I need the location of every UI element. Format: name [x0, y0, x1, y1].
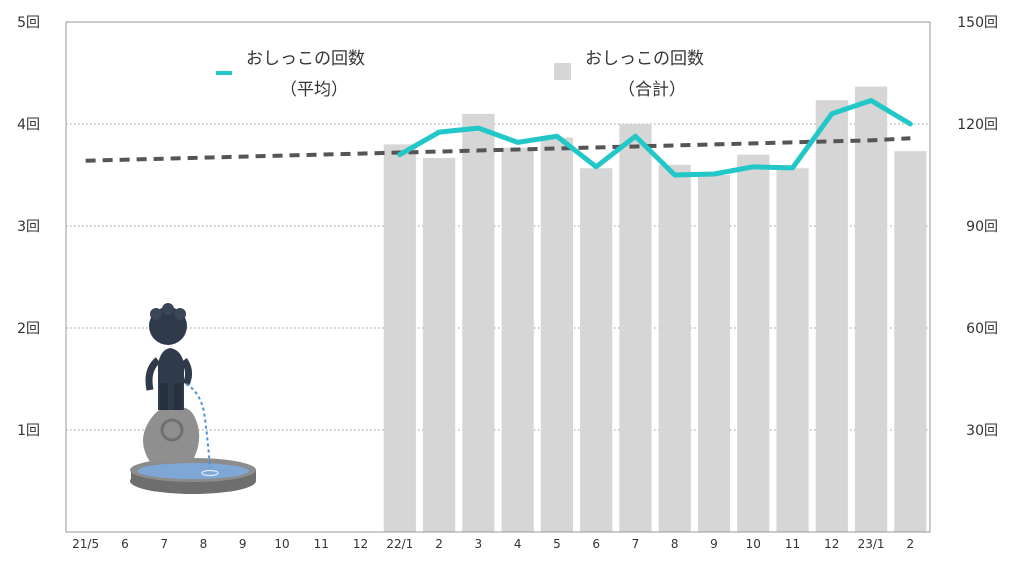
bar-19 — [815, 100, 848, 532]
x-tick-7: 12 — [353, 537, 368, 551]
x-tick-6: 11 — [314, 537, 329, 551]
trendline — [85, 136, 911, 163]
y-left-tick-5: 5回 — [17, 15, 40, 31]
plot-frame — [65, 21, 931, 533]
trendline-series — [85, 136, 911, 163]
x-tick-13: 6 — [592, 537, 600, 551]
y-left-tick-4: 4回 — [17, 117, 40, 133]
legend: おしっこの回数 （平均） おしっこの回数 （合計） — [216, 49, 704, 100]
x-tick-17: 10 — [746, 537, 761, 551]
x-tick-20: 23/1 — [858, 537, 885, 551]
bar-14 — [619, 124, 652, 532]
y-right-tick-150: 150回 — [957, 15, 998, 31]
bar-21 — [894, 151, 927, 532]
bar-9 — [422, 158, 456, 532]
x-tick-0: 21/5 — [72, 537, 99, 551]
bar-18 — [776, 168, 809, 532]
bar-15 — [658, 164, 691, 533]
y-right-tick-120: 120回 — [957, 117, 998, 133]
bar-10 — [462, 113, 495, 533]
bar-12 — [540, 137, 574, 532]
x-axis: 21/5 6 7 8 9 10 11 12 22/1 2 3 4 5 6 7 8 9 10 11 12 23/1 2 — [72, 537, 914, 551]
legend-total-swatch — [554, 63, 571, 80]
x-tick-9: 2 — [435, 537, 443, 551]
x-tick-12: 5 — [553, 537, 561, 551]
x-tick-15: 8 — [671, 537, 679, 551]
y-left-tick-2: 2回 — [17, 321, 40, 337]
bar-13 — [580, 168, 613, 532]
x-tick-11: 4 — [514, 537, 522, 551]
x-tick-18: 11 — [785, 537, 800, 551]
legend-average-label-1: おしっこの回数 — [246, 49, 365, 69]
y-left-tick-1: 1回 — [17, 423, 40, 439]
x-tick-16: 9 — [710, 537, 718, 551]
legend-average: おしっこの回数 （平均） — [216, 49, 365, 100]
legend-average-swatch — [216, 71, 232, 75]
x-tick-14: 7 — [632, 537, 640, 551]
x-tick-2: 7 — [160, 537, 168, 551]
average-line — [397, 98, 913, 178]
legend-total-label-2: （合計） — [618, 80, 686, 100]
x-tick-1: 6 — [121, 537, 129, 551]
bar-16 — [697, 175, 731, 532]
legend-total: おしっこの回数 （合計） — [554, 49, 704, 100]
plot-border — [65, 21, 931, 533]
legend-average-label-2: （平均） — [280, 80, 348, 100]
y-right-tick-60: 60回 — [966, 321, 998, 337]
legend-total-label-1: おしっこの回数 — [585, 49, 704, 69]
x-tick-21: 2 — [907, 537, 915, 551]
x-tick-5: 10 — [274, 537, 289, 551]
x-tick-4: 9 — [239, 537, 247, 551]
manneken-pis-illustration — [130, 303, 256, 494]
bar-8 — [383, 144, 416, 532]
y-left-tick-3: 3回 — [17, 219, 40, 235]
y-axis-left: 1回 2回 3回 4回 5回 — [17, 15, 40, 439]
x-tick-19: 12 — [824, 537, 839, 551]
x-tick-10: 3 — [475, 537, 483, 551]
y-right-tick-90: 90回 — [966, 219, 998, 235]
bar-series — [383, 86, 927, 533]
y-right-tick-30: 30回 — [966, 423, 998, 439]
bar-17 — [737, 154, 770, 532]
bar-20 — [854, 86, 888, 532]
average-line-series — [397, 98, 913, 178]
x-tick-3: 8 — [200, 537, 208, 551]
x-tick-8: 22/1 — [386, 537, 413, 551]
bar-11 — [501, 147, 534, 533]
y-axis-right: 30回 60回 90回 120回 150回 — [957, 15, 998, 439]
